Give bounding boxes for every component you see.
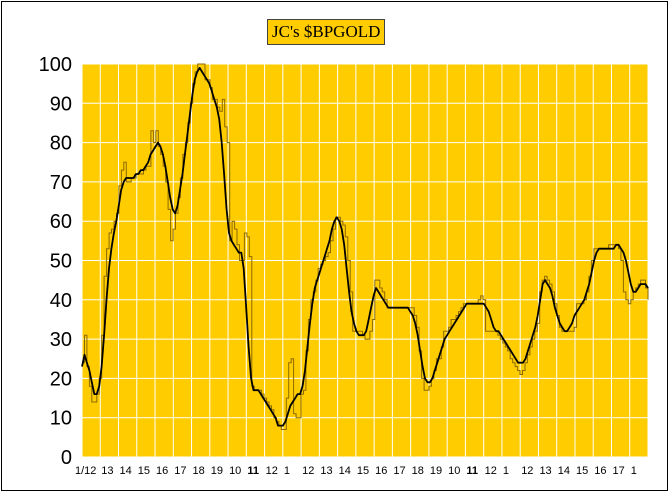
x-tick-label: 1 (631, 465, 637, 477)
x-tick-label: 15 (357, 465, 369, 477)
x-tick-label: 13 (101, 465, 113, 477)
x-tick-label: 18 (412, 465, 424, 477)
x-tick-label: 13 (320, 465, 332, 477)
x-tick-label: 1 (284, 465, 290, 477)
y-tick-label: 60 (50, 211, 72, 233)
x-tick-label: 14 (339, 465, 351, 477)
y-tick-label: 100 (39, 54, 72, 76)
x-tick-label: 12 (485, 465, 497, 477)
x-tick-label: 16 (375, 465, 387, 477)
y-tick-label: 10 (50, 408, 72, 430)
x-tick-label: 13 (539, 465, 551, 477)
x-tick-label: 15 (138, 465, 150, 477)
x-tick-label: 15 (576, 465, 588, 477)
x-tick-label: 1/12 (75, 465, 96, 477)
horizontal-gridlines (82, 63, 648, 458)
x-tick-label: 18 (193, 465, 205, 477)
x-tick-label: 12 (266, 465, 278, 477)
y-tick-label: 30 (50, 329, 72, 351)
x-tick-label: 17 (612, 465, 624, 477)
x-tick-label: 17 (174, 465, 186, 477)
y-tick-label: 0 (61, 447, 72, 469)
x-axis-ticks: 1/12 13 14 15 16 17 18 19 10 11 12 1 12 13 14 15 16 17 18 1… (75, 465, 637, 477)
x-tick-label: 1 (503, 465, 509, 477)
x-tick-label: 16 (156, 465, 168, 477)
x-tick-label: 12 (521, 465, 533, 477)
series-layer (81, 63, 649, 430)
y-tick-label: 90 (50, 93, 72, 115)
x-tick-label: 11 (466, 465, 478, 477)
y-tick-label: 20 (50, 368, 72, 390)
series-smoothed-line (81, 67, 649, 427)
x-tick-label: 19 (430, 465, 442, 477)
y-axis-ticks: 0 10 20 30 40 50 60 70 80 90 100 (39, 54, 72, 469)
x-tick-label: 14 (120, 465, 132, 477)
x-tick-label: 14 (558, 465, 570, 477)
y-tick-label: 50 (50, 251, 72, 273)
y-tick-label: 40 (50, 290, 72, 312)
x-tick-label: 16 (594, 465, 606, 477)
x-tick-label: 17 (393, 465, 405, 477)
x-tick-label: 19 (211, 465, 223, 477)
x-tick-label: 12 (302, 465, 314, 477)
series-raw-line (82, 63, 649, 430)
chart-title: JC's $BPGOLD (267, 19, 386, 45)
y-tick-label: 70 (50, 172, 72, 194)
y-tick-label: 80 (50, 133, 72, 155)
x-tick-label: 11 (247, 465, 259, 477)
x-tick-label: 10 (229, 465, 241, 477)
x-tick-label: 10 (448, 465, 460, 477)
